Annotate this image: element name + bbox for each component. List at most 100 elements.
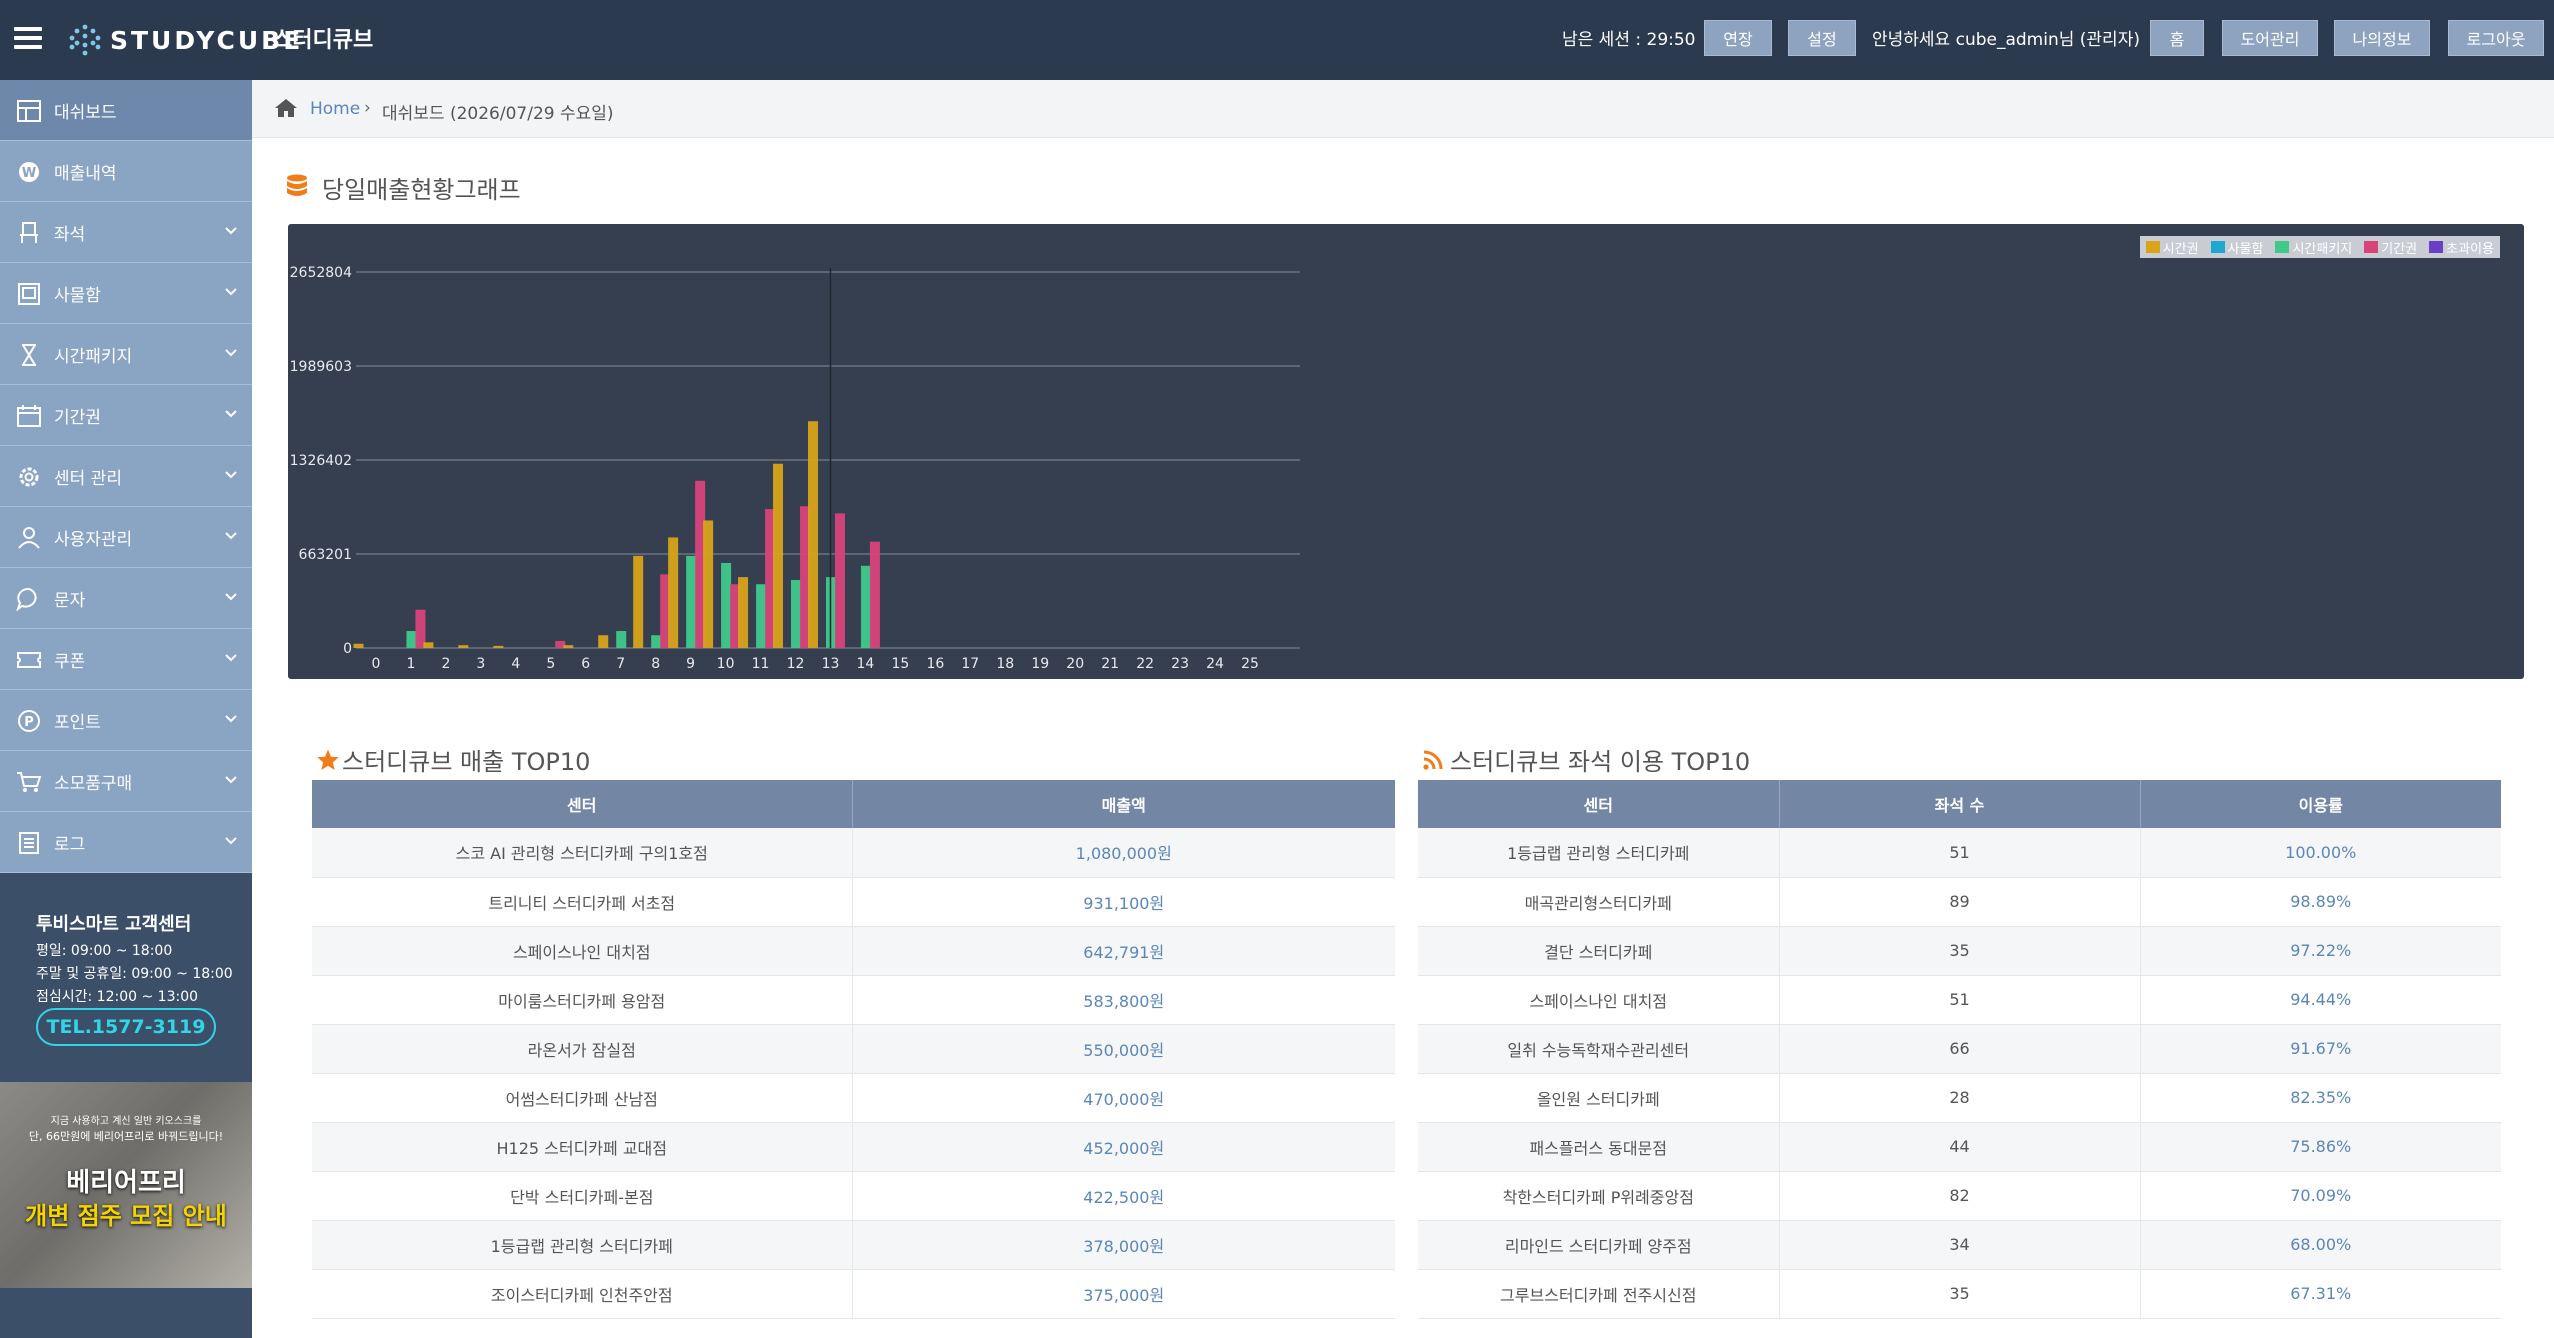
table-row[interactable]: 트리니티 스터디카페 서초점 931,100원	[312, 877, 1395, 927]
bar	[458, 645, 469, 648]
center-name: 어썸스터디카페 산남점	[312, 1073, 853, 1123]
sidebar-item-4[interactable]: 시간패키지	[0, 324, 252, 385]
usage-rate: 70.09%	[2140, 1171, 2501, 1221]
sidebar-item-12[interactable]: 로그	[0, 812, 252, 873]
app-name: 스터디큐브	[272, 28, 374, 53]
center-name: 일취 수능독학재수관리센터	[1418, 1024, 1780, 1074]
seat-count: 35	[1779, 1269, 2141, 1319]
sidebar-item-11[interactable]: 소모품구매	[0, 751, 252, 812]
legend-item[interactable]: 시간권	[2145, 238, 2199, 257]
usage-rate: 67.31%	[2140, 1269, 2501, 1319]
sales-amount: 583,800원	[852, 975, 1395, 1025]
banner-title: 베리어프리	[66, 1168, 186, 1198]
table-row[interactable]: 1등급랩 관리형 스터디카페 378,000원	[312, 1220, 1395, 1270]
bar	[598, 635, 609, 648]
sales-amount: 1,080,000원	[852, 828, 1395, 878]
chevron-down-icon	[225, 776, 237, 784]
column-header-sales[interactable]: 매출액	[852, 780, 1395, 828]
table-row[interactable]: 어썸스터디카페 산남점 470,000원	[312, 1073, 1395, 1123]
column-header-center[interactable]: 센터	[1418, 780, 1780, 828]
support-lunch-hours: 점심시간: 12:00 ~ 13:00	[36, 989, 199, 1005]
table-row[interactable]: 단박 스터디카페-본점 422,500원	[312, 1171, 1395, 1221]
table-row[interactable]: 착한스터디카페 P위례중앙점 82 70.09%	[1418, 1171, 2501, 1221]
table-row[interactable]: 라온서가 잠실점 550,000원	[312, 1024, 1395, 1074]
chevron-down-icon	[225, 349, 237, 357]
legend-item[interactable]: 초과이용	[2429, 238, 2494, 257]
sidebar-item-3[interactable]: 사물함	[0, 263, 252, 324]
x-tick-label: 1	[406, 656, 415, 672]
table-header-row: 센터 매출액	[312, 780, 1395, 828]
banner-line2: 단, 66만원에 베리어프리로 바꿔드립니다!	[28, 1130, 224, 1143]
table-row[interactable]: 올인원 스터디카페 28 82.35%	[1418, 1073, 2501, 1123]
chat-icon	[16, 587, 37, 611]
column-header-seat-count[interactable]: 좌석 수	[1779, 780, 2141, 828]
log-icon	[19, 832, 39, 854]
table-row[interactable]: 조이스터디카페 인천주안점 375,000원	[312, 1269, 1395, 1319]
bar	[800, 506, 811, 648]
center-name: 1등급랩 관리형 스터디카페	[312, 1220, 853, 1270]
center-name: 라온서가 잠실점	[312, 1024, 853, 1074]
table-row[interactable]: 결단 스터디카페 35 97.22%	[1418, 926, 2501, 976]
extend-session-button[interactable]: 연장	[1704, 20, 1772, 56]
calendar-icon	[17, 405, 41, 427]
x-tick-label: 20	[1066, 656, 1084, 672]
svg-text:P: P	[24, 715, 34, 730]
seat-count: 51	[1779, 828, 2141, 878]
support-weekend-hours: 주말 및 공휴일: 09:00 ~ 18:00	[36, 966, 233, 982]
x-tick-label: 7	[616, 656, 625, 672]
sales-amount: 470,000원	[852, 1073, 1395, 1123]
table-row[interactable]: 마이룸스터디카페 용암점 583,800원	[312, 975, 1395, 1025]
sidebar-item-7[interactable]: 사용자관리	[0, 507, 252, 568]
home-button[interactable]: 홈	[2150, 20, 2204, 56]
sidebar: 대쉬보드 W 매출내역 좌석 사물함 시간패키지 기간권 센터 관리 사용자관리 문자 쿠폰 P 포인트…	[0, 80, 252, 1338]
barrier-free-banner[interactable]: 지금 사용하고 계신 일반 키오스크를 단, 66만원에 베리어프리로 바꿔드립…	[0, 1082, 252, 1288]
legend-item[interactable]: 사물함	[2210, 238, 2263, 257]
sidebar-item-5[interactable]: 기간권	[0, 385, 252, 446]
sidebar-item-9[interactable]: 쿠폰	[0, 629, 252, 690]
sidebar-item-10[interactable]: P 포인트	[0, 690, 252, 751]
x-tick-label: 10	[717, 656, 735, 672]
column-header-usage-rate[interactable]: 이용률	[2140, 780, 2501, 828]
sidebar-item-2[interactable]: 좌석	[0, 202, 252, 263]
chevron-down-icon	[225, 410, 237, 418]
my-info-button[interactable]: 나의정보	[2334, 20, 2430, 56]
table-row[interactable]: 그루브스터디카페 전주시신점 35 67.31%	[1418, 1269, 2501, 1319]
table-row[interactable]: 리마인드 스터디카페 양주점 34 68.00%	[1418, 1220, 2501, 1270]
sales-amount: 931,100원	[852, 877, 1395, 927]
column-header-center[interactable]: 센터	[312, 780, 853, 828]
x-tick-label: 15	[891, 656, 909, 672]
logo[interactable]: STUDYCUBE	[68, 18, 303, 62]
banner-subtitle: 개변 점주 모집 안내	[25, 1202, 227, 1230]
sidebar-item-8[interactable]: 문자	[0, 568, 252, 629]
x-tick-label: 16	[926, 656, 944, 672]
table-row[interactable]: 패스플러스 동대문점 44 75.86%	[1418, 1122, 2501, 1172]
table-row[interactable]: H125 스터디카페 교대점 452,000원	[312, 1122, 1395, 1172]
sidebar-item-1[interactable]: W 매출내역	[0, 141, 252, 202]
legend-swatch	[2364, 241, 2379, 253]
sidebar-item-6[interactable]: 센터 관리	[0, 446, 252, 507]
usage-rate: 97.22%	[2140, 926, 2501, 976]
sidebar-item-0[interactable]: 대쉬보드	[0, 80, 252, 141]
table-row[interactable]: 매곡관리형스터디카페 89 98.89%	[1418, 877, 2501, 927]
logout-button[interactable]: 로그아웃	[2448, 20, 2544, 56]
table-row[interactable]: 1등급랩 관리형 스터디카페 51 100.00%	[1418, 828, 2501, 878]
menu-icon[interactable]	[14, 22, 42, 58]
table-row[interactable]: 스페이스나인 대치점 51 94.44%	[1418, 975, 2501, 1025]
support-phone-button[interactable]: TEL.1577-3119	[36, 1008, 216, 1046]
hourglass-icon	[22, 344, 36, 366]
locker-icon	[18, 283, 40, 305]
table-row[interactable]: 스코 AI 관리형 스터디카페 구의1호점 1,080,000원	[312, 828, 1395, 878]
door-management-button[interactable]: 도어관리	[2222, 20, 2318, 56]
legend-item[interactable]: 시간패키지	[2275, 238, 2352, 257]
table-row[interactable]: 스페이스나인 대치점 642,791원	[312, 926, 1395, 976]
home-icon[interactable]	[274, 97, 298, 119]
chart-legend[interactable]: 시간권 사물함 시간패키지 기간권 초과이용	[2139, 236, 2500, 258]
table-row[interactable]: 일취 수능독학재수관리센터 66 91.67%	[1418, 1024, 2501, 1074]
x-tick-label: 24	[1206, 656, 1224, 672]
center-name: 매곡관리형스터디카페	[1418, 877, 1780, 927]
legend-item[interactable]: 기간권	[2364, 238, 2417, 257]
breadcrumb-home-link[interactable]: Home	[310, 99, 361, 119]
settings-button[interactable]: 설정	[1788, 20, 1856, 56]
bar	[406, 630, 417, 648]
